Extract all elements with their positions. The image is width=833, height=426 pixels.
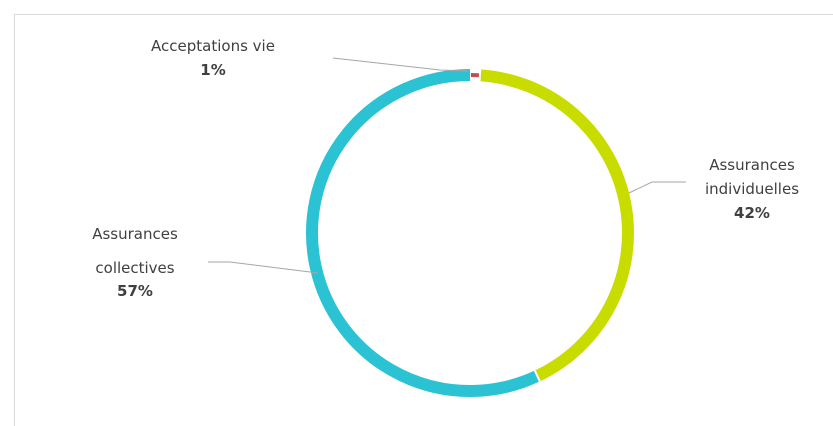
slice-separator: [532, 368, 542, 384]
leader-line-collectives: [208, 261, 319, 274]
label-collectives-pct: 57%: [117, 282, 153, 300]
chart-frame: [14, 14, 833, 426]
label-collectives-name-line2: collectives: [95, 259, 174, 277]
slice-assurances-collectives: [306, 69, 540, 397]
label-collectives-name-line1: Assurances: [92, 225, 178, 243]
label-acceptations-pct: 1%: [200, 61, 225, 79]
label-individuelles-pct: 42%: [734, 204, 770, 222]
label-acceptations-name: Acceptations vie: [151, 37, 275, 55]
slice-separator: [478, 67, 482, 84]
leader-lines: [208, 57, 686, 274]
donut-slices: [306, 67, 634, 397]
slice-assurances-individuelles: [479, 69, 634, 382]
label-individuelles-name-line2: individuelles: [705, 180, 799, 198]
leader-line-individuelles: [628, 181, 686, 194]
leader-line-acceptations: [332, 57, 469, 72]
label-individuelles-name-line1: Assurances: [709, 156, 795, 174]
